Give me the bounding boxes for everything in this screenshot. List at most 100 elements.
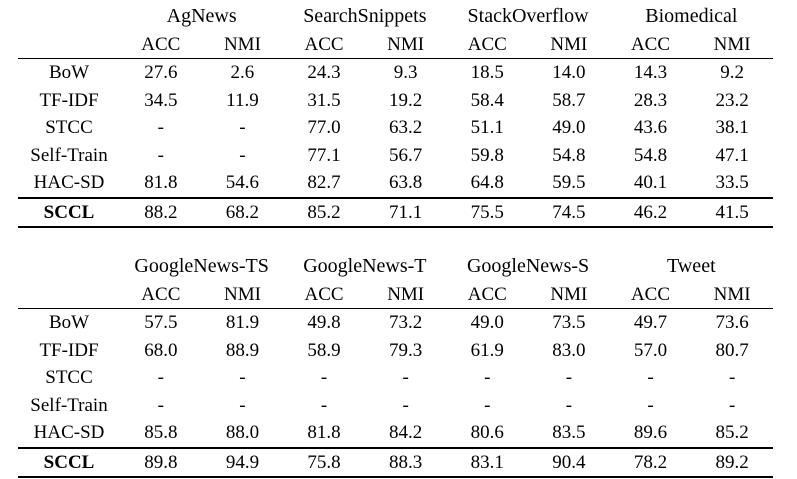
metric-label: NMI (201, 30, 284, 59)
metric-value: - (239, 394, 246, 416)
metric-value: 61.9 (470, 339, 504, 361)
dataset-name: AgNews (166, 5, 237, 27)
metric-value: 81.9 (225, 312, 260, 333)
metric-value: - (157, 117, 164, 138)
metric-value: 59.8 (470, 144, 504, 166)
metric-value: 18.5 (470, 62, 504, 83)
metric-value: 14.3 (633, 62, 668, 83)
metric-value: - (728, 394, 736, 416)
metric-value: 27.6 (144, 62, 178, 83)
table-row: Self-Train - - 77.1 56.7 59.8 54.8 54.8 47.1 (18, 142, 773, 170)
metric-value: 2.6 (230, 62, 255, 83)
metric-value: 31.5 (307, 89, 341, 111)
metric-value: - (565, 394, 573, 416)
results-table-top: AgNews SearchSnippets StackOverflow Biom… (18, 3, 773, 228)
metric-value: 80.6 (470, 422, 504, 443)
metric-value: 75.5 (446, 196, 529, 228)
metric-value: 38.1 (715, 117, 749, 138)
metric-value: - (239, 117, 246, 138)
method-name: STCC (45, 117, 93, 138)
dataset-name: Biomedical (645, 5, 738, 27)
metric-value: 82.7 (307, 172, 341, 193)
table-row: TF-IDF 68.0 88.9 58.9 79.3 61.9 83.0 57.0 80.7 (18, 337, 773, 365)
method-name: Self-Train (30, 394, 108, 416)
metric-value: 40.1 (633, 172, 668, 193)
metric-value: - (157, 394, 164, 416)
metric-value: - (402, 367, 409, 388)
metric-value: 51.1 (470, 117, 504, 138)
metric-value: 83.5 (552, 422, 586, 443)
metric-value: 11.9 (226, 89, 259, 111)
metric-value: 78.2 (609, 446, 692, 478)
metric-value: - (484, 394, 491, 416)
metric-value: 14.0 (552, 62, 586, 83)
metric-value: 81.8 (144, 172, 178, 193)
metric-value: 89.8 (120, 446, 202, 478)
method-name: STCC (45, 367, 93, 388)
metric-value: - (728, 367, 736, 388)
empty-corner (18, 280, 121, 309)
metric-label: NMI (691, 30, 773, 59)
metric-value: 34.5 (144, 89, 178, 111)
metric-value: 68.2 (201, 196, 284, 228)
method-name: SCCL (18, 196, 121, 228)
metric-value: 88.2 (120, 196, 202, 228)
metric-label: ACC (120, 280, 202, 309)
metric-label: ACC (446, 280, 529, 309)
metric-value: 23.2 (715, 89, 749, 111)
metric-value: 94.9 (201, 446, 284, 478)
metric-value: 43.6 (633, 117, 668, 138)
metric-value: 81.8 (307, 422, 341, 443)
method-name: TF-IDF (39, 89, 99, 111)
metric-value: 74.5 (528, 196, 610, 228)
metric-value: - (320, 394, 328, 416)
metric-value: 59.5 (552, 172, 586, 193)
table-row: BoW 57.5 81.9 49.8 73.2 49.0 73.5 49.7 73.6 (18, 309, 773, 337)
metric-value: 85.2 (283, 196, 365, 228)
metric-value: 28.3 (633, 89, 668, 111)
table-row: SCCL 88.2 68.2 85.2 71.1 75.5 74.5 46.2 41.5 (18, 196, 773, 228)
metric-value: 88.9 (225, 339, 260, 361)
metric-value: 58.7 (552, 89, 586, 111)
metric-value: 84.2 (389, 422, 423, 443)
metric-value: 88.0 (225, 422, 260, 443)
table-body: BoW 57.5 81.9 49.8 73.2 49.0 73.5 49.7 73.6 TF-ID… (18, 309, 773, 478)
metric-value: 75.8 (283, 446, 365, 478)
metric-value: 90.4 (528, 446, 610, 478)
metric-value: 54.8 (633, 144, 668, 166)
metric-value: 24.3 (307, 62, 341, 83)
metric-label: ACC (609, 280, 692, 309)
metric-value: - (320, 367, 328, 388)
metric-header-row: ACC NMI ACC NMI ACC NMI ACC NMI (18, 30, 773, 59)
metric-value: 71.1 (364, 196, 447, 228)
table-row: HAC-SD 81.8 54.6 82.7 63.8 64.8 59.5 40.1 33.5 (18, 169, 773, 198)
metric-value: 58.4 (470, 89, 504, 111)
metric-value: - (157, 144, 164, 166)
metric-value: 49.0 (552, 117, 586, 138)
metric-value: 19.2 (389, 89, 423, 111)
empty-corner (18, 30, 121, 59)
metric-value: 80.7 (715, 339, 749, 361)
metric-value: 54.6 (225, 172, 260, 193)
metric-value: - (402, 394, 409, 416)
metric-value: 85.8 (144, 422, 178, 443)
metric-value: 73.6 (715, 312, 749, 333)
method-name: TF-IDF (39, 339, 99, 361)
dataset-name: GoogleNews-S (466, 255, 590, 277)
metric-value: 54.8 (552, 144, 586, 166)
metric-value: 77.0 (307, 117, 341, 138)
metric-value: - (565, 367, 573, 388)
results-table-bottom: GoogleNews-TS GoogleNews-T GoogleNews-S … (18, 253, 773, 478)
metric-header-row: ACC NMI ACC NMI ACC NMI ACC NMI (18, 280, 773, 309)
metric-value: 47.1 (715, 144, 749, 166)
empty-corner (18, 253, 120, 281)
metric-value: 33.5 (715, 172, 749, 193)
metric-label: NMI (201, 280, 284, 309)
metric-value: 68.0 (144, 339, 178, 361)
metric-value: 83.0 (552, 339, 586, 361)
metric-label: NMI (691, 280, 773, 309)
table-row: TF-IDF 34.5 11.9 31.5 19.2 58.4 58.7 28.3 23.2 (18, 87, 773, 115)
method-name: HAC-SD (33, 422, 105, 443)
dataset-name: Tweet (667, 255, 716, 277)
